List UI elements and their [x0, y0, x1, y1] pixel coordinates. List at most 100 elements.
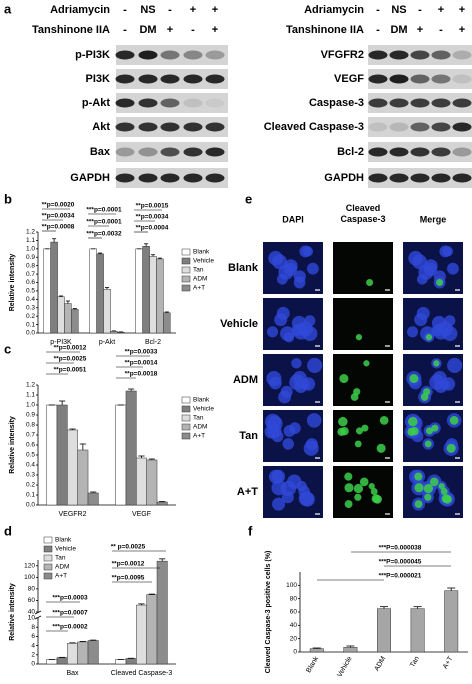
- micrograph: [333, 242, 393, 294]
- caspase-signal: [353, 483, 364, 494]
- legend-label: Vehicle: [193, 406, 214, 413]
- significance-label: **p=0.0018: [125, 371, 158, 378]
- y-tick-label: 0.5: [26, 452, 35, 459]
- nucleus: [283, 424, 296, 437]
- bar: [149, 256, 157, 334]
- blot-band: [410, 98, 430, 108]
- legend-label: ADM: [193, 276, 207, 283]
- y-tick-label: 1.1: [26, 392, 35, 399]
- nucleus: [416, 273, 428, 285]
- protein-label: Akt: [92, 121, 110, 133]
- significance-label: **p=0.0033: [125, 349, 158, 356]
- legend-swatch: [43, 572, 53, 580]
- y-axis-title: Relative intensity: [9, 416, 16, 474]
- nucleus: [307, 262, 319, 275]
- bar: [71, 309, 79, 334]
- caspase-signal: [440, 488, 448, 495]
- protein-label: VEGF: [334, 73, 364, 85]
- y-tick-label: 0.8: [26, 262, 35, 269]
- y-tick-label: 40: [28, 609, 36, 616]
- nucleus: [447, 262, 459, 275]
- significance-label: ** p=0.0025: [111, 544, 146, 551]
- row-label: Vehicle: [220, 318, 258, 330]
- y-tick-label: 4: [31, 642, 35, 649]
- treatment-label: Tanshinone IIA: [286, 24, 364, 36]
- caspase-signal: [376, 443, 386, 453]
- caspase-signal: [339, 374, 349, 384]
- blot-band: [452, 98, 472, 108]
- row-label: Blank: [228, 262, 259, 274]
- nucleus: [271, 430, 284, 443]
- blot-band: [183, 173, 203, 183]
- blot-band: [431, 173, 451, 183]
- bar: [115, 659, 127, 665]
- bar: [125, 390, 137, 506]
- blot-band: [389, 74, 409, 84]
- x-tick-label: Bax: [66, 670, 79, 677]
- caspase-signal: [436, 279, 444, 287]
- bar: [56, 657, 68, 665]
- significance-label: ***P=0.000038: [379, 545, 422, 552]
- legend-label: Blank: [193, 249, 210, 256]
- caspase-signal: [379, 416, 389, 425]
- significance-label: **p=0.0095: [112, 575, 145, 582]
- nucleus: [423, 262, 438, 277]
- nucleus: [274, 313, 288, 327]
- nucleus: [267, 326, 279, 338]
- bar: [146, 459, 158, 506]
- protein-label: p-PI3K: [75, 49, 110, 61]
- caspase-signal: [344, 472, 353, 481]
- significance-label: **p=0.0008: [42, 224, 75, 231]
- caspase-signal: [414, 472, 423, 481]
- caspase-signal: [446, 443, 456, 453]
- row-label: Tan: [239, 430, 258, 442]
- caspase-signal: [409, 374, 419, 384]
- caspase-signal: [359, 477, 369, 487]
- lane-label: +: [459, 4, 465, 16]
- y-axis-title: Relative intensity: [9, 583, 16, 641]
- protein-label: Bax: [90, 146, 111, 158]
- blot-band: [205, 74, 225, 84]
- blot-band: [452, 50, 472, 60]
- bar: [43, 248, 51, 334]
- y-tick-label: 0.7: [26, 432, 35, 439]
- blot-band: [138, 74, 158, 84]
- y-tick-label: 1.2: [26, 229, 35, 236]
- blot-band: [205, 147, 225, 157]
- blot-band: [138, 173, 158, 183]
- significance-label: **p=0.0014: [125, 360, 158, 367]
- y-tick-label: 0.9: [26, 412, 35, 419]
- caspase-signal: [368, 483, 375, 490]
- caspase-signal: [431, 424, 439, 432]
- y-tick-label: 0.6: [26, 279, 35, 286]
- blot-band: [431, 50, 451, 60]
- y-tick-label: 0.5: [26, 288, 35, 295]
- bar: [142, 246, 150, 334]
- bar: [50, 241, 58, 334]
- bar: [77, 449, 89, 506]
- y-axis-title: Cleaved Caspase-3 positive cells (%): [265, 551, 272, 674]
- y-axis-title: Relative intensity: [9, 254, 16, 312]
- significance-label: ***p=0.0003: [52, 595, 88, 602]
- y-tick-label: 0.3: [26, 472, 35, 479]
- y-tick-label: 1.0: [26, 402, 35, 409]
- y-tick-label: 0.2: [26, 482, 35, 489]
- significance-label: **p=0.0012: [54, 345, 87, 352]
- panel-letter: e: [245, 191, 252, 206]
- legend-label: ADM: [193, 424, 207, 431]
- lane-label: -: [376, 24, 380, 36]
- blot-band: [160, 147, 180, 157]
- significance-label: ***p=0.0032: [86, 231, 122, 238]
- legend-label: A+T: [193, 433, 205, 440]
- caspase-signal: [414, 500, 423, 508]
- nucleus: [307, 357, 323, 373]
- legend-label: Blank: [55, 537, 72, 544]
- bar: [57, 296, 65, 334]
- bar: [136, 604, 147, 665]
- nucleus: [302, 246, 314, 257]
- blot-band: [389, 50, 409, 60]
- nucleus: [278, 390, 292, 404]
- caspase-signal: [423, 483, 434, 494]
- blot-band: [452, 173, 472, 183]
